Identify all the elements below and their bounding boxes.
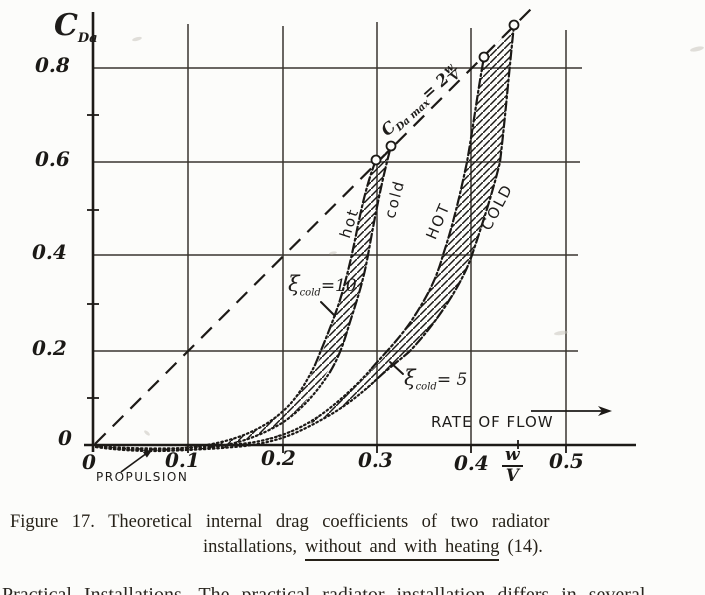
y-axis-title-sub: Da: [77, 31, 98, 46]
axis-ticks: [87, 114, 567, 453]
xi-sub: cold: [299, 287, 321, 299]
propulsion-arrow: [120, 449, 153, 473]
rate-of-flow-label: RATE OF FLOW: [431, 413, 554, 431]
rate-of-flow-arrow: [531, 406, 612, 416]
figure-caption-line2: installations, without and with heating …: [203, 537, 543, 561]
y-axis-title-main: C: [54, 8, 78, 43]
xi-cold-10-label: ξcold=10: [288, 272, 357, 298]
y-tick-0.6: 0.6: [35, 147, 70, 171]
curve-upper-edges: [313, 23, 516, 380]
endpoint-circle-markers: [370, 19, 520, 166]
y-tick-0: 0: [58, 426, 72, 450]
cdamax-dashed-line: [94, 6, 534, 445]
xi-symbol: ξ: [288, 272, 300, 296]
cropped-text-line: Practical Installations. The practical r…: [2, 584, 646, 595]
y-tick-0.8: 0.8: [35, 53, 70, 77]
xi-cold-5-label: ξcold= 5: [404, 366, 467, 392]
xi-sub: cold: [415, 381, 437, 393]
caption-line2-suffix: (14).: [507, 537, 543, 557]
x-tick-0: 0: [82, 450, 96, 474]
y-tick-0.2: 0.2: [32, 336, 67, 360]
propulsion-label: PROPULSION: [96, 470, 189, 484]
band-xicold5: [96, 25, 514, 451]
caption-line2-prefix: installations,: [203, 537, 298, 557]
x-axis-unit-numerator: w: [502, 447, 523, 467]
xi-value: =10: [320, 276, 357, 296]
figure-17-chart: [84, 6, 704, 473]
x-tick-0.1: 0.1: [165, 448, 200, 472]
x-axis-unit-denominator: V: [505, 466, 519, 486]
x-tick-0.5: 0.5: [549, 449, 584, 473]
y-axis-title: CDa: [54, 8, 98, 46]
paper-smudges: [132, 36, 704, 436]
x-axis-unit: w V: [502, 447, 523, 485]
caption-line2-underlined: without and with heating: [305, 537, 500, 561]
x-tick-0.2: 0.2: [261, 446, 296, 470]
curve-lower-stippled-edges: [94, 363, 380, 453]
xi-value: = 5: [436, 370, 468, 390]
label-leader-lines: [320, 301, 404, 375]
axes: [84, 12, 636, 452]
y-tick-0.4: 0.4: [32, 240, 67, 264]
x-tick-0.4: 0.4: [454, 451, 489, 475]
figure-caption-line1: Figure 17. Theoretical internal drag coe…: [10, 512, 550, 532]
xi-symbol: ξ: [404, 366, 416, 390]
band-xicold10: [96, 146, 391, 452]
x-tick-0.3: 0.3: [358, 448, 393, 472]
